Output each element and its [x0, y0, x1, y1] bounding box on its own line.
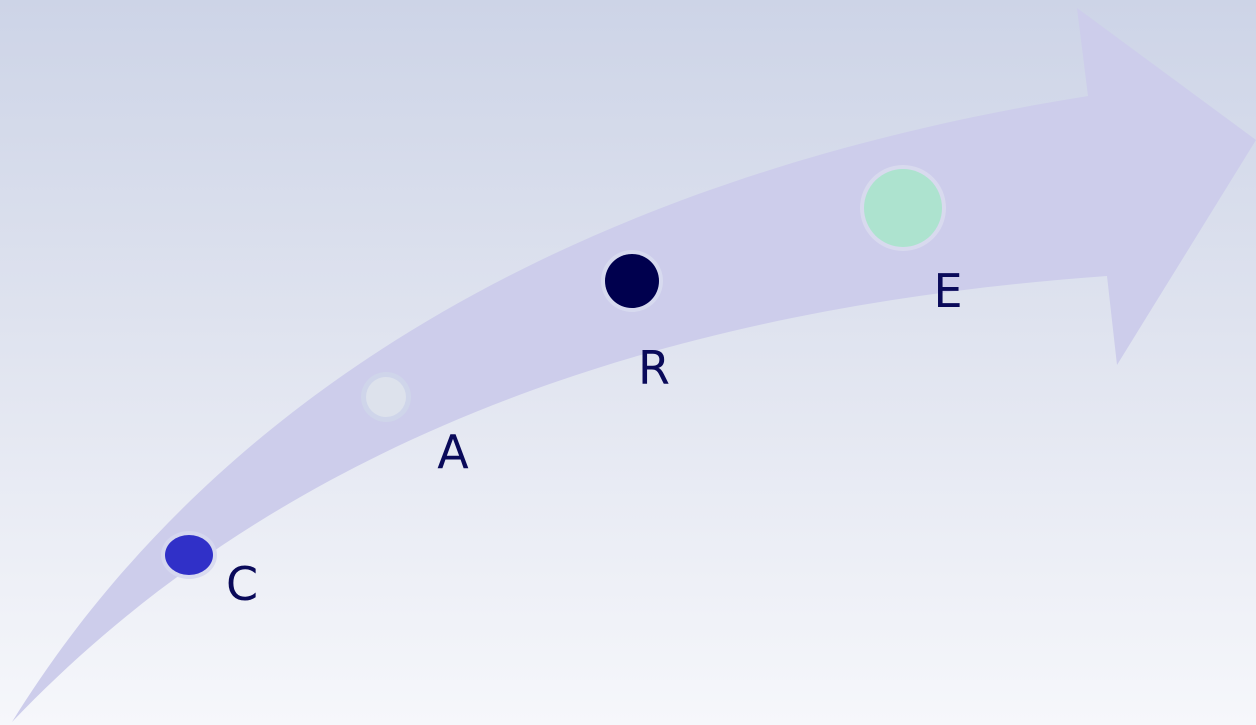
stage-c: C: [161, 531, 258, 611]
stage-r-label: R: [638, 341, 670, 395]
stage-r-dot: [605, 254, 659, 308]
stage-e-label: E: [933, 264, 962, 318]
stage-c-dot: [165, 535, 213, 575]
stage-e-dot: [864, 169, 942, 247]
curved-arrow-shape: [12, 8, 1256, 722]
stage-c-label: C: [226, 557, 258, 611]
stage-a-dot: [366, 377, 406, 417]
stage-a-label: A: [437, 425, 469, 479]
